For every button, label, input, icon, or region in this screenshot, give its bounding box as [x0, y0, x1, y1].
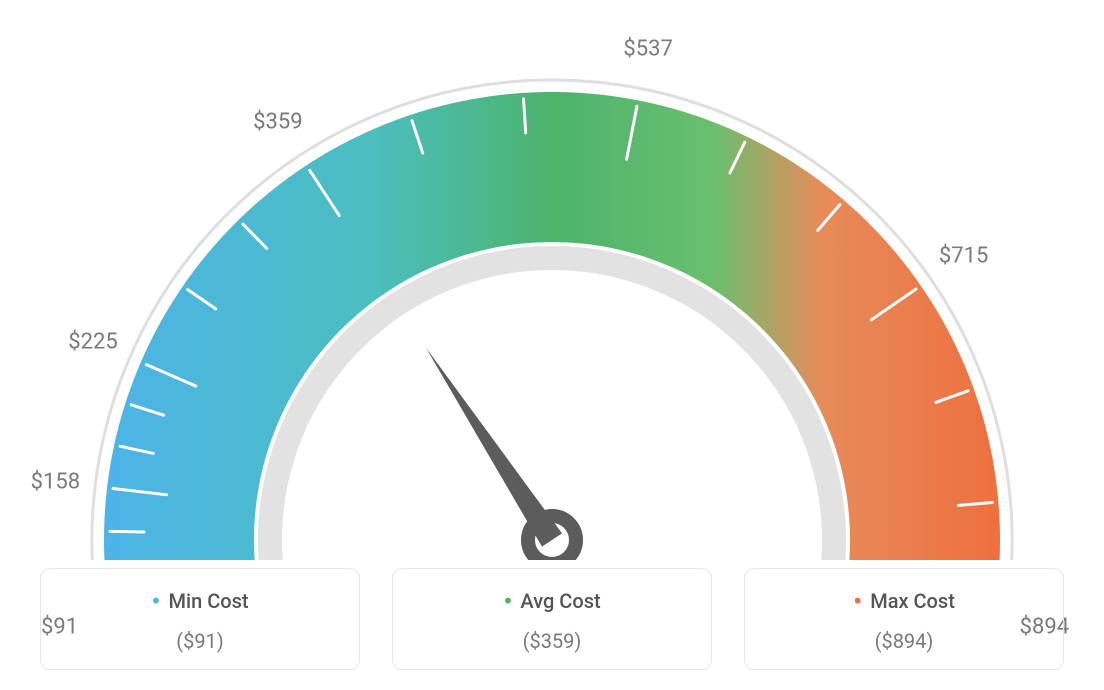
legend-row: Min Cost ($91) Avg Cost ($359) Max Cost …: [0, 568, 1104, 670]
max-cost-title: Max Cost: [755, 587, 1053, 617]
max-cost-card: Max Cost ($894): [744, 568, 1064, 670]
tick-label: $158: [31, 469, 80, 494]
gauge-svg: [52, 40, 1052, 560]
max-cost-value: ($894): [755, 629, 1053, 653]
tick-label: $537: [623, 37, 672, 62]
cost-gauge: $91$158$225$359$537$715$894: [52, 40, 1052, 560]
avg-cost-value: ($359): [403, 629, 701, 653]
tick-label: $715: [939, 244, 988, 269]
avg-cost-title: Avg Cost: [403, 587, 701, 617]
min-cost-value: ($91): [51, 629, 349, 653]
avg-cost-card: Avg Cost ($359): [392, 568, 712, 670]
min-cost-card: Min Cost ($91): [40, 568, 360, 670]
gauge-arc: [104, 92, 1000, 560]
min-cost-title: Min Cost: [51, 587, 349, 617]
tick-label: $225: [68, 329, 117, 354]
tick-label: $359: [253, 109, 302, 134]
